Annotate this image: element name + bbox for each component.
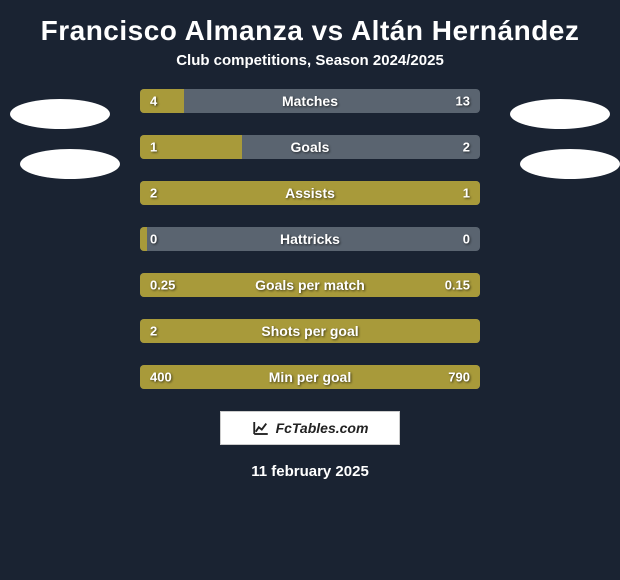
branding-text: FcTables.com xyxy=(276,420,369,436)
stat-label: Min per goal xyxy=(269,369,351,385)
stats-container: 4 Matches 13 1 Goals 2 2 Assists 1 0 Hattricks 0 0.2… xyxy=(0,89,620,389)
chart-icon xyxy=(252,419,270,437)
stat-row: 0 Hattricks 0 xyxy=(140,227,480,251)
player-avatar-left-1 xyxy=(10,99,110,129)
stat-value-left: 2 xyxy=(150,186,157,201)
stat-value-left: 2 xyxy=(150,324,157,339)
stat-value-right: 0 xyxy=(463,232,470,247)
stat-label: Matches xyxy=(282,93,338,109)
stat-value-left: 4 xyxy=(150,94,157,109)
page-title: Francisco Almanza vs Altán Hernández xyxy=(0,0,620,52)
stat-value-right: 790 xyxy=(448,370,470,385)
stat-label: Hattricks xyxy=(280,231,340,247)
stat-row: 0.25 Goals per match 0.15 xyxy=(140,273,480,297)
player-avatar-right-1 xyxy=(510,99,610,129)
stat-value-left: 0 xyxy=(150,232,157,247)
player-avatar-left-2 xyxy=(20,149,120,179)
stat-value-right: 0.15 xyxy=(445,278,470,293)
stat-row: 2 Assists 1 xyxy=(140,181,480,205)
stat-value-right: 1 xyxy=(463,186,470,201)
stat-value-left: 0.25 xyxy=(150,278,175,293)
player-avatar-right-2 xyxy=(520,149,620,179)
stat-value-right: 13 xyxy=(456,94,470,109)
subtitle: Club competitions, Season 2024/2025 xyxy=(0,52,620,89)
stat-row: 2 Shots per goal xyxy=(140,319,480,343)
stat-fill-left xyxy=(140,89,184,113)
stat-label: Goals per match xyxy=(255,277,365,293)
stat-fill-left xyxy=(140,227,147,251)
stat-label: Shots per goal xyxy=(261,323,358,339)
date-label: 11 february 2025 xyxy=(0,463,620,480)
branding-badge[interactable]: FcTables.com xyxy=(220,411,400,445)
stat-row: 4 Matches 13 xyxy=(140,89,480,113)
stat-label: Assists xyxy=(285,185,335,201)
stat-row: 400 Min per goal 790 xyxy=(140,365,480,389)
stat-value-right: 2 xyxy=(463,140,470,155)
stat-value-left: 1 xyxy=(150,140,157,155)
comparison-chart: 4 Matches 13 1 Goals 2 2 Assists 1 0 Hattricks 0 0.2… xyxy=(0,89,620,389)
stat-row: 1 Goals 2 xyxy=(140,135,480,159)
stat-label: Goals xyxy=(291,139,330,155)
stat-value-left: 400 xyxy=(150,370,172,385)
